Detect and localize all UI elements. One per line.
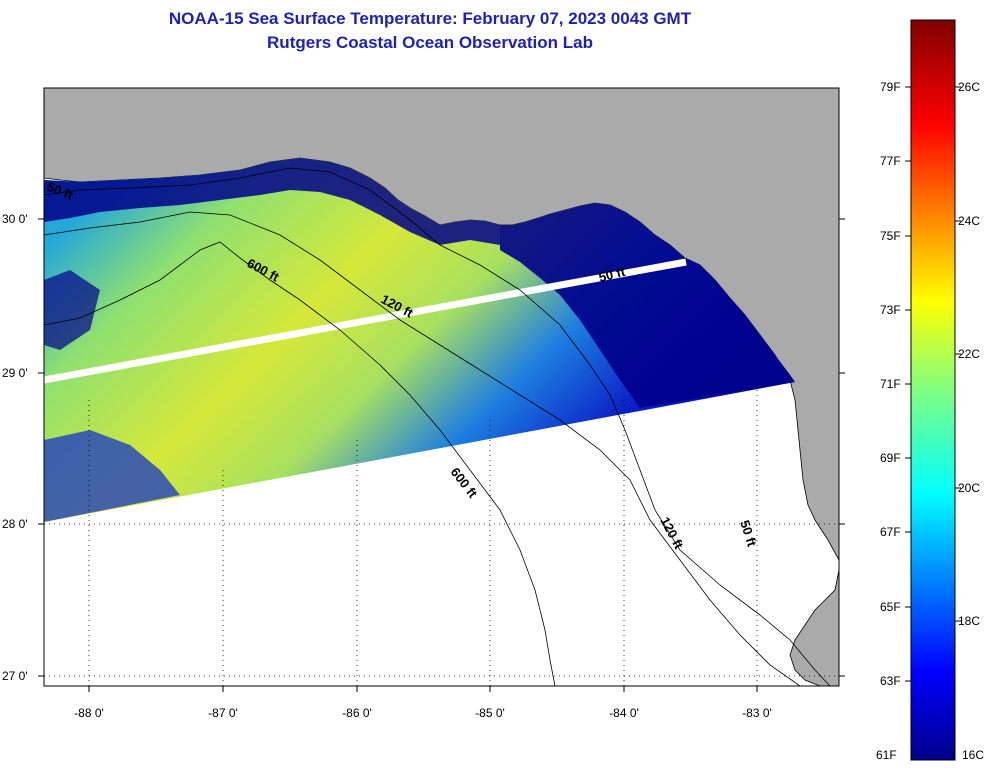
colorbar-ticks: [905, 86, 961, 682]
map-frame: [43, 87, 840, 687]
lat-label-27: 27 0': [2, 669, 28, 683]
lat-label-29: 29 0': [2, 366, 28, 380]
land-southeast: [789, 569, 839, 686]
cold-big-bend-water: [500, 203, 795, 408]
map-title: NOAA-15 Sea Surface Temperature: Februar…: [168, 9, 692, 28]
colorbar-f-label-63: 63F: [880, 674, 901, 688]
lon-label-87: -87 0': [208, 706, 238, 720]
colorbar-f-label-71: 71F: [880, 377, 901, 391]
lat-label-30: 30 0': [2, 212, 28, 226]
colorbar-c-label-20: 20C: [958, 481, 980, 495]
colorbar-c-label-26: 26C: [958, 80, 980, 94]
lat-label-28: 28 0': [2, 517, 28, 531]
colorbar-f-label-69: 69F: [880, 451, 901, 465]
colorbar-f-label-77: 77F: [880, 154, 901, 168]
cold-coastal-water: [44, 158, 500, 245]
lon-label-83: -83 0': [742, 706, 772, 720]
lon-label-86: -86 0': [342, 706, 372, 720]
map-subtitle: Rutgers Coastal Ocean Observation Lab: [267, 33, 593, 52]
contour-50ft: [44, 167, 831, 686]
colorbar: [910, 19, 956, 761]
cold-eddy-southwest: [44, 430, 180, 522]
colorbar-f-label-75: 75F: [880, 229, 901, 243]
colorbar-c-label-18: 18C: [958, 614, 980, 628]
lon-label-88: -88 0': [74, 706, 104, 720]
graticule: [44, 385, 839, 686]
cloud-gap-stripe: [44, 258, 687, 384]
contour-600ft: [44, 241, 556, 686]
colorbar-c-label-22: 22C: [958, 347, 980, 361]
cold-eddy-west: [44, 270, 100, 350]
lon-label-85: -85 0': [475, 706, 505, 720]
colorbar-f-label-61: 61F: [876, 748, 897, 762]
lon-label-84: -84 0': [609, 706, 639, 720]
frame-ticks: [38, 218, 845, 692]
colorbar-f-label-79: 79F: [880, 80, 901, 94]
colorbar-f-label-73: 73F: [880, 303, 901, 317]
colorbar-f-label-67: 67F: [880, 525, 901, 539]
contour-label-50ft-east: 50 ft: [597, 264, 627, 285]
colorbar-c-label-16: 16C: [962, 748, 984, 762]
contour-120ft: [44, 211, 801, 686]
colorbar-c-label-24: 24C: [958, 214, 980, 228]
bathymetry-contours: [44, 167, 831, 686]
colorbar-f-label-65: 65F: [880, 600, 901, 614]
